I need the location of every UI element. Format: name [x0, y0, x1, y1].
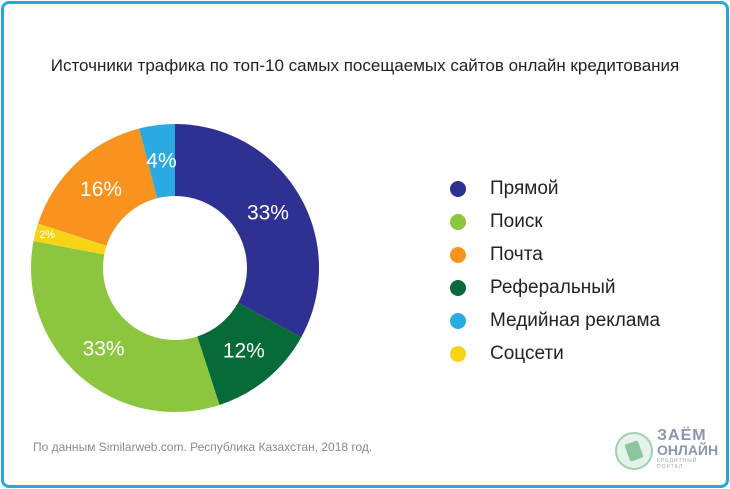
- slice-label-3: 2%: [39, 229, 55, 241]
- legend-item: Реферальный: [450, 271, 660, 304]
- legend-label: Поиск: [490, 210, 543, 232]
- legend-swatch: [450, 279, 466, 296]
- slice-label-0: 33%: [247, 202, 289, 225]
- legend-swatch: [450, 345, 466, 362]
- legend-swatch: [450, 246, 466, 263]
- slice-1: [197, 302, 302, 405]
- logo-text-2: ОНЛАЙН: [657, 442, 719, 458]
- slice-label-1: 12%: [223, 340, 265, 363]
- legend-swatch: [450, 213, 466, 230]
- legend-swatch: [450, 180, 466, 197]
- legend-label: Почта: [490, 243, 543, 265]
- legend-item: Поиск: [450, 205, 660, 238]
- slice-label-2: 33%: [83, 338, 125, 361]
- legend-label: Соцсети: [490, 342, 564, 364]
- logo: ЗАЁМ ОНЛАЙН КРЕДИТНЫЙ ПОРТАЛ: [615, 427, 718, 478]
- slice-4: [38, 128, 158, 246]
- slice-2: [31, 241, 220, 412]
- chart-title: Источники трафика по топ-10 самых посеща…: [50, 56, 680, 75]
- slice-label-5: 4%: [146, 149, 176, 172]
- logo-text-3: КРЕДИТНЫЙ ПОРТАЛ: [657, 458, 698, 470]
- logo-text-1: ЗАЁМ: [657, 427, 707, 444]
- legend-item: Соцсети: [450, 337, 660, 370]
- legend-swatch: [450, 312, 466, 329]
- slice-0: [175, 124, 319, 338]
- legend-item: Почта: [450, 238, 660, 271]
- legend-label: Медийная реклама: [490, 309, 661, 331]
- slice-3: [33, 223, 107, 255]
- slice-5: [139, 124, 175, 199]
- legend-label: Реферальный: [490, 276, 616, 298]
- logo-icon: [615, 432, 653, 470]
- legend-label: Прямой: [490, 177, 559, 199]
- legend: Прямой Поиск Почта Реферальный Медийная рекл…: [450, 172, 660, 370]
- slice-label-4: 16%: [80, 178, 122, 201]
- legend-item: Медийная реклама: [450, 304, 660, 337]
- legend-item: Прямой: [450, 172, 660, 205]
- source-note: По данным Similarweb.com. Республика Каз…: [33, 440, 373, 454]
